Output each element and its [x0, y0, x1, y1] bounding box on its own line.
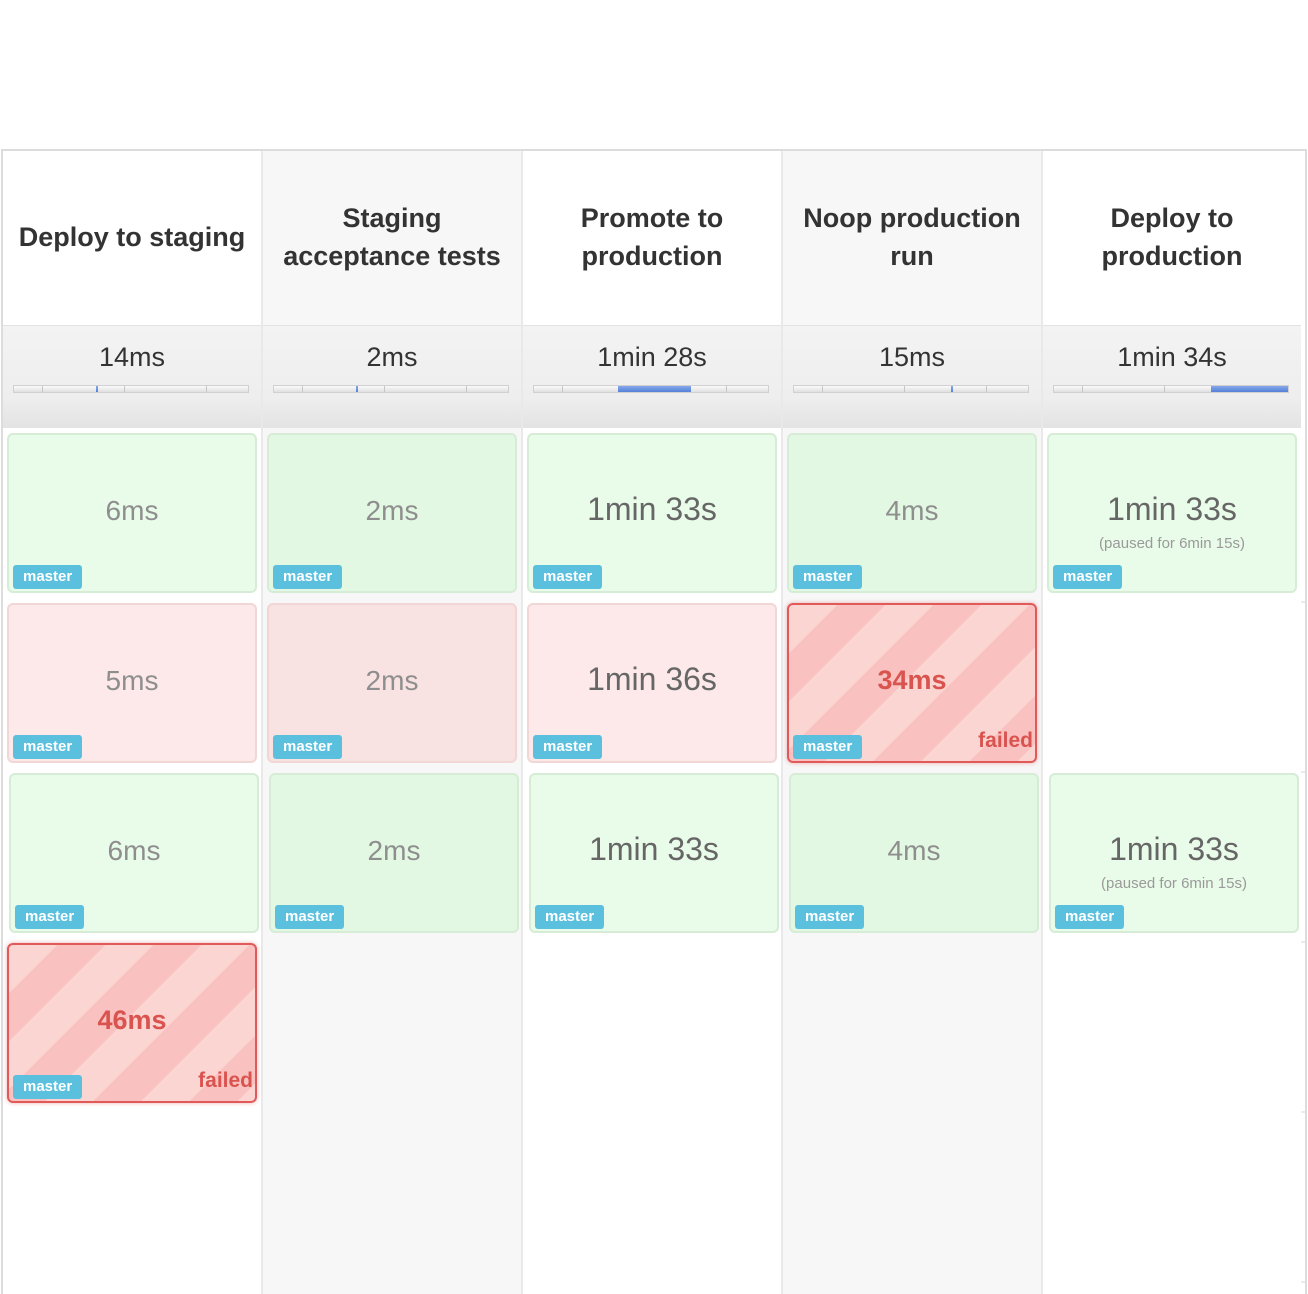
- stage-run-cell[interactable]: 1min 33s master: [527, 433, 777, 593]
- stage-summary: 15ms: [783, 325, 1041, 428]
- progress-tick: [302, 386, 303, 392]
- run-duration: 1min 33s: [1107, 491, 1237, 527]
- pipeline-board: Deploy to staging 14ms Staging acceptance …: [1, 149, 1307, 1294]
- stage-duration: 2ms: [366, 342, 418, 372]
- failed-status-label: failed: [978, 729, 1033, 752]
- stage-run-cell[interactable]: 2ms master: [267, 433, 517, 593]
- stage-duration: 1min 34s: [1117, 342, 1227, 372]
- column-divider: [261, 151, 263, 1294]
- stage-run-cell[interactable]: 1min 36s master: [527, 603, 777, 763]
- column-divider: [781, 151, 783, 1294]
- stage-run-cell[interactable]: 4ms master: [787, 433, 1037, 593]
- run-duration: 1min 33s: [587, 491, 717, 527]
- branch-badge: master: [795, 905, 865, 929]
- progress-tick: [206, 386, 207, 392]
- stage-header: Promote to production: [523, 151, 781, 323]
- branch-badge: master: [793, 565, 863, 589]
- progress-fill: [356, 386, 358, 392]
- stage-header: Noop production run: [783, 151, 1041, 323]
- progress-fill: [96, 386, 98, 392]
- stage-run-cell[interactable]: 1min 33s (paused for 6min 15s) master: [1047, 433, 1297, 593]
- stage-run-cell[interactable]: 2ms master: [267, 603, 517, 763]
- stage-header: Deploy to production: [1043, 151, 1301, 323]
- duration-progress-bar: [1053, 385, 1289, 393]
- stage-run-cell[interactable]: 6ms master: [7, 433, 257, 593]
- branch-badge: master: [273, 565, 343, 589]
- stage-run-cell[interactable]: 1min 33s master: [529, 773, 779, 933]
- progress-tick: [904, 386, 905, 392]
- run-duration: 34ms: [877, 665, 947, 695]
- progress-fill: [951, 386, 953, 392]
- column-divider: [521, 151, 523, 1294]
- stage-title: Staging acceptance tests: [283, 203, 501, 271]
- branch-badge: master: [13, 1075, 83, 1099]
- progress-tick: [726, 386, 727, 392]
- run-duration: 1min 33s: [1109, 831, 1239, 867]
- stage-duration: 14ms: [98, 342, 166, 372]
- stage-title: Promote to production: [580, 203, 724, 271]
- progress-tick: [124, 386, 125, 392]
- run-duration: 4ms: [887, 835, 941, 866]
- progress-tick: [466, 386, 467, 392]
- stage-run-cell[interactable]: 46ms master failed: [7, 943, 257, 1103]
- progress-tick: [562, 386, 563, 392]
- run-duration: 46ms: [97, 1005, 167, 1035]
- duration-progress-bar: [793, 385, 1029, 393]
- progress-tick: [1082, 386, 1083, 392]
- stage-duration: 15ms: [878, 342, 946, 372]
- progress-tick: [822, 386, 823, 392]
- stage-run-cell[interactable]: 6ms master: [9, 773, 259, 933]
- column-divider: [1041, 151, 1043, 1294]
- stage-summary: 1min 34s: [1043, 325, 1301, 428]
- run-duration: 2ms: [365, 495, 419, 526]
- duration-progress-bar: [273, 385, 509, 393]
- stage-header: Deploy to staging: [3, 151, 261, 323]
- run-duration: 2ms: [367, 835, 421, 866]
- duration-progress-bar: [533, 385, 769, 393]
- run-duration: 4ms: [885, 495, 939, 526]
- duration-progress-bar: [13, 385, 249, 393]
- stage-run-cell[interactable]: 4ms master: [789, 773, 1039, 933]
- paused-note: (paused for 6min 15s): [1101, 875, 1247, 892]
- branch-badge: master: [15, 905, 85, 929]
- stage-summary: 1min 28s: [523, 325, 781, 428]
- run-duration: 6ms: [105, 495, 159, 526]
- stage-run-cell[interactable]: 5ms master: [7, 603, 257, 763]
- branch-badge: master: [1053, 565, 1123, 589]
- stage-run-cell[interactable]: 1min 33s (paused for 6min 15s) master: [1049, 773, 1299, 933]
- branch-badge: master: [13, 735, 83, 759]
- run-duration: 1min 33s: [589, 831, 719, 867]
- paused-note: (paused for 6min 15s): [1099, 535, 1245, 552]
- run-duration: 1min 36s: [587, 661, 717, 697]
- stage-run-cell[interactable]: 2ms master: [269, 773, 519, 933]
- progress-tick: [1164, 386, 1165, 392]
- stage-header: Staging acceptance tests: [263, 151, 521, 323]
- branch-badge: master: [533, 565, 603, 589]
- stage-title: Deploy to staging: [18, 222, 246, 252]
- failed-status-label: failed: [198, 1069, 253, 1092]
- progress-fill: [618, 386, 691, 392]
- progress-tick: [986, 386, 987, 392]
- progress-tick: [42, 386, 43, 392]
- branch-badge: master: [275, 905, 345, 929]
- stage-duration: 1min 28s: [597, 342, 707, 372]
- stage-run-cell[interactable]: 34ms master failed: [787, 603, 1037, 763]
- stage-title: Deploy to production: [1101, 203, 1243, 271]
- run-duration: 2ms: [365, 665, 419, 696]
- branch-badge: master: [1055, 905, 1125, 929]
- branch-badge: master: [13, 565, 83, 589]
- stage-summary: 14ms: [3, 325, 261, 428]
- branch-badge: master: [533, 735, 603, 759]
- branch-badge: master: [535, 905, 605, 929]
- run-duration: 6ms: [107, 835, 161, 866]
- run-duration: 5ms: [105, 665, 159, 696]
- progress-fill: [1211, 386, 1288, 392]
- stage-title: Noop production run: [803, 203, 1021, 271]
- branch-badge: master: [793, 735, 863, 759]
- branch-badge: master: [273, 735, 343, 759]
- stage-summary: 2ms: [263, 325, 521, 428]
- progress-tick: [384, 386, 385, 392]
- stage-column: Deploy to production 1min 34s: [1043, 151, 1301, 1294]
